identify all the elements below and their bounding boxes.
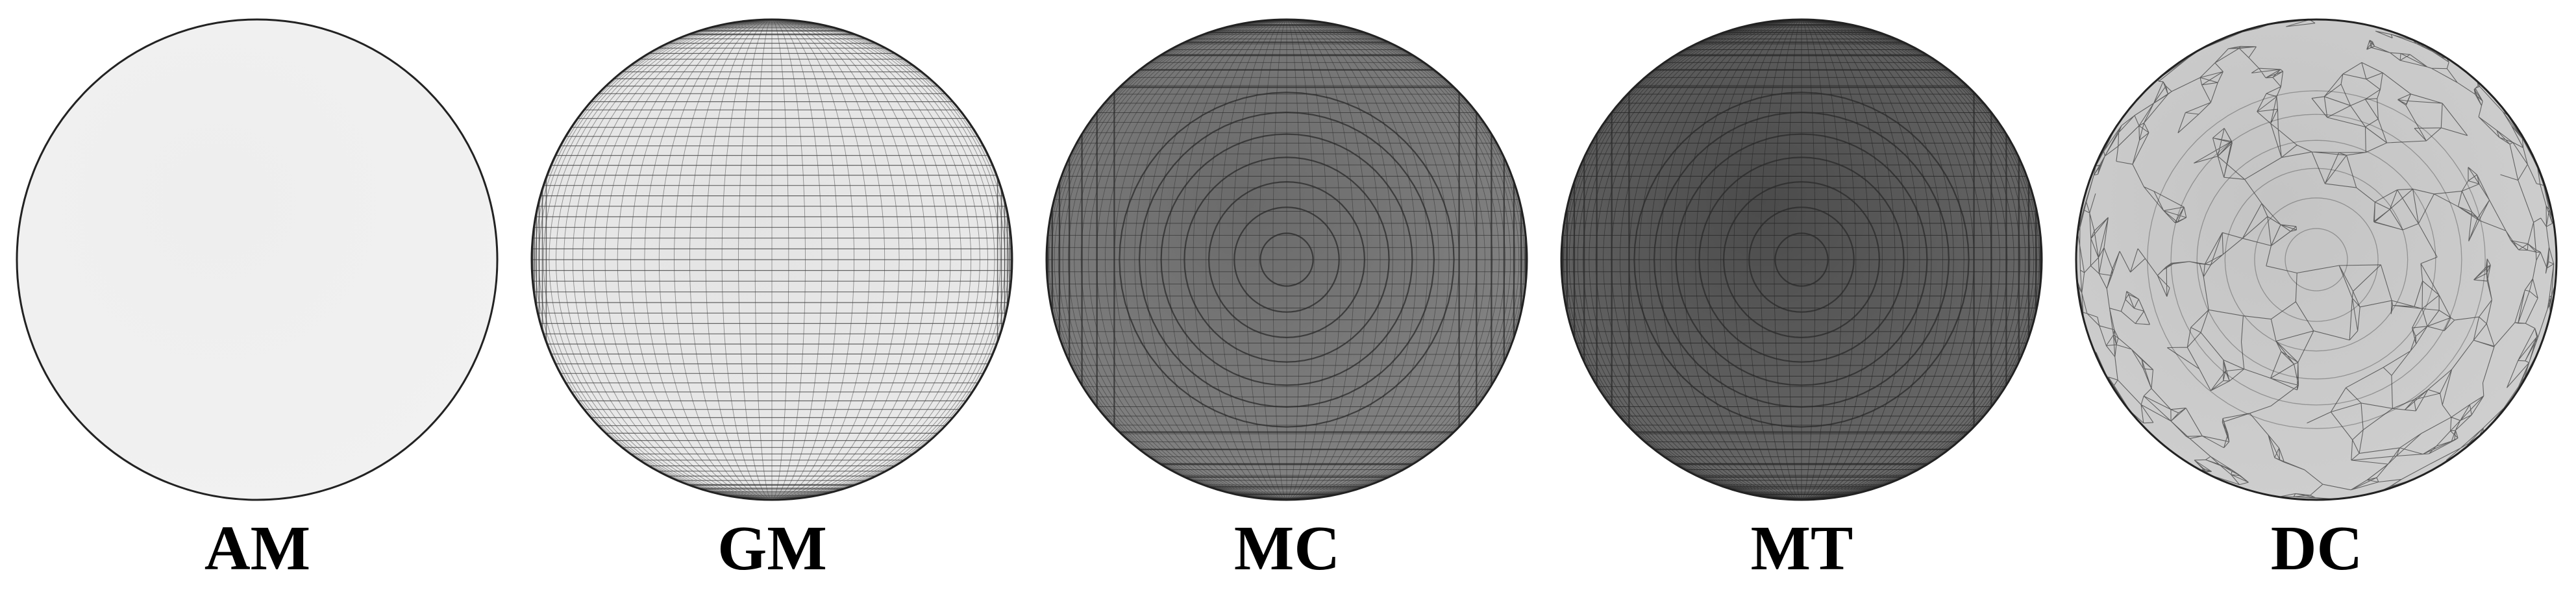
panel-mt: MT <box>1544 0 2059 605</box>
caption-mc: MC <box>1233 513 1341 584</box>
caption-mt: MT <box>1750 513 1853 584</box>
panel-mc: MC <box>1030 0 1544 605</box>
caption-dc: DC <box>2270 513 2363 584</box>
panel-dc: DC <box>2059 0 2574 605</box>
sphere-mesh-dc <box>2075 18 2558 501</box>
caption-am: AM <box>204 513 311 584</box>
sphere-mesh-am <box>16 18 499 501</box>
panel-am: AM <box>0 0 515 605</box>
caption-gm: GM <box>717 513 827 584</box>
panel-gm: GM <box>515 0 1030 605</box>
sphere-mesh-mc <box>1045 18 1528 501</box>
sphere-mesh-gm <box>530 18 1013 501</box>
sphere-mesh-mt <box>1560 18 2043 501</box>
